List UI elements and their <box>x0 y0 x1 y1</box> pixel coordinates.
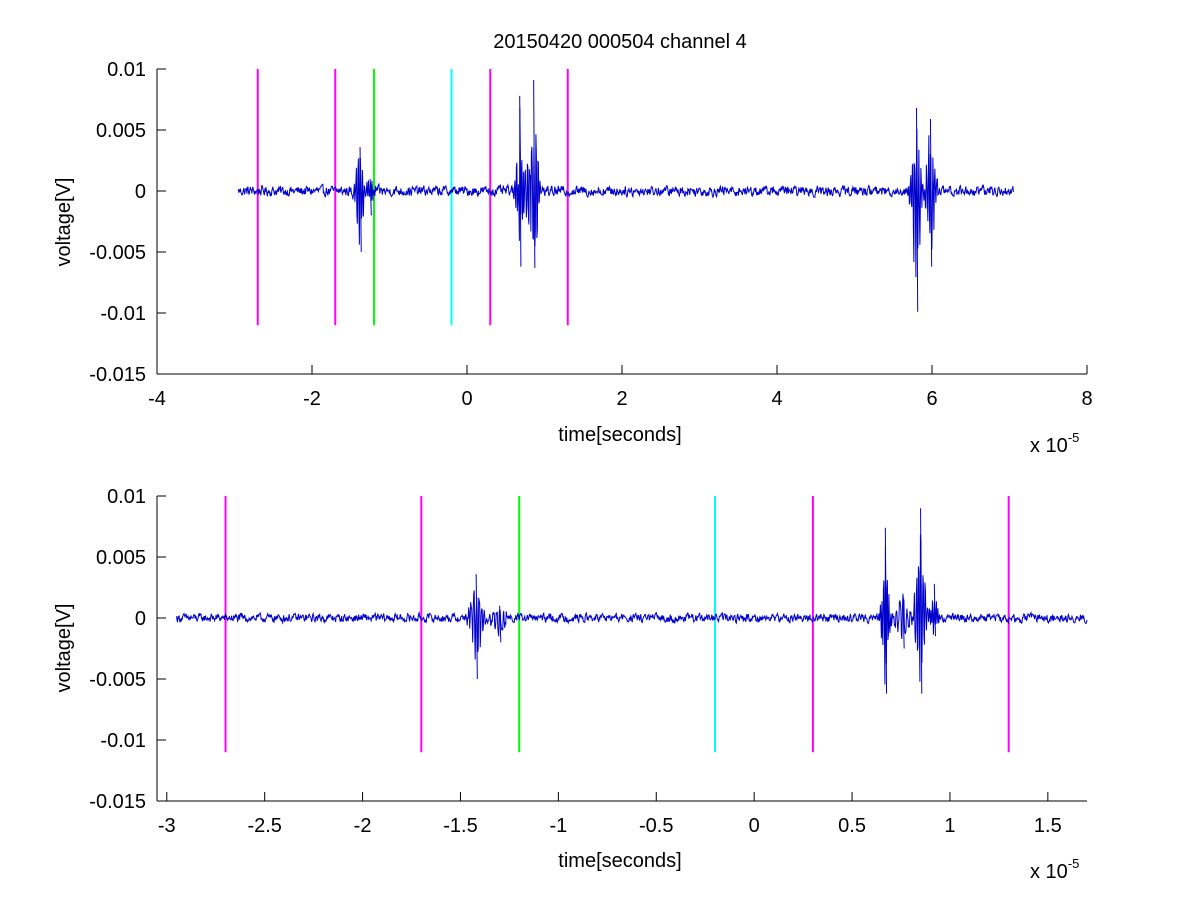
top-x-exponent-label: x 10-5 <box>1030 430 1079 457</box>
bottom-y-tick-label: 0.01 <box>107 486 146 508</box>
bottom-signal-spike <box>920 508 923 694</box>
top-y-tick-label: -0.015 <box>89 364 146 386</box>
bottom-x-tick-label: -3 <box>158 815 176 837</box>
bottom-signal-spike <box>884 527 888 694</box>
top-y-tick-label: -0.01 <box>100 303 146 325</box>
bottom-y-tick-label: -0.005 <box>89 669 146 691</box>
top-x-axis-label: time[seconds] <box>558 424 681 446</box>
top-x-tick-label: -4 <box>148 388 166 410</box>
top-x-tick-label: 0 <box>461 388 472 410</box>
bottom-x-tick-label: -2.5 <box>247 815 281 837</box>
bottom-x-tick-label: -2 <box>354 815 372 837</box>
bottom-x-axis-label: time[seconds] <box>558 850 681 872</box>
top-signal-spike <box>929 119 933 267</box>
top-signal-trace <box>237 107 1014 278</box>
bottom-signal-spike <box>499 605 502 643</box>
bottom-y-tick-label: -0.015 <box>89 791 146 813</box>
top-x-tick-label: 2 <box>616 388 627 410</box>
bottom-y-axis-label: voltage[V] <box>53 604 75 693</box>
top-y-tick-label: 0.005 <box>96 120 146 142</box>
bottom-x-tick-label: 1 <box>944 815 955 837</box>
bottom-x-tick-label: -1.5 <box>443 815 477 837</box>
top-signal-spike <box>526 166 530 222</box>
top-x-tick-label: 8 <box>1081 388 1092 410</box>
top-x-tick-label: -2 <box>303 388 321 410</box>
top-x-exponent-base: x 10 <box>1030 435 1068 457</box>
bottom-plot-axes: 0.01 0.005 0 -0.005 -0.01 -0.015 -3 -2.5 -2 -1.5 -… <box>89 486 1088 837</box>
bottom-signal-spike <box>902 593 905 649</box>
bottom-xlabel-group: time[seconds] x 10-5 <box>558 850 1079 883</box>
top-y-axis-label: voltage[V] <box>53 178 75 267</box>
bottom-x-exponent-power: -5 <box>1068 856 1080 871</box>
bottom-y-tick-label: -0.01 <box>100 730 146 752</box>
top-y-tick-label: -0.005 <box>89 242 146 264</box>
bottom-x-exponent-label: x 10-5 <box>1030 856 1079 883</box>
top-y-tick-label: 0.01 <box>107 59 146 81</box>
top-y-tick-label: 0 <box>135 181 146 203</box>
bottom-x-tick-label: 0.5 <box>838 815 866 837</box>
bottom-y-tick-label: 0 <box>135 608 146 630</box>
bottom-y-tick-label: 0.005 <box>96 547 146 569</box>
top-signal-spike <box>369 178 372 216</box>
bottom-signal-trace <box>176 534 1088 685</box>
bottom-signal-spike <box>475 574 478 680</box>
bottom-signal-spike <box>933 583 936 637</box>
bottom-x-exponent-base: x 10 <box>1030 861 1068 883</box>
top-signal-spike <box>533 79 536 268</box>
top-x-exponent-power: -5 <box>1068 430 1080 445</box>
top-plot-axes: 0.01 0.005 0 -0.005 -0.01 -0.015-4 -2 0 2 4 6 8 <box>89 59 1092 410</box>
bottom-x-tick-label: 0 <box>749 815 760 837</box>
bottom-x-tick-label: 1.5 <box>1034 815 1062 837</box>
top-x-tick-label: 4 <box>771 388 782 410</box>
chart-title: 20150420 000504 channel 4 <box>493 31 747 53</box>
bottom-x-tick-label: -0.5 <box>639 815 673 837</box>
top-signal-spike <box>916 108 919 312</box>
top-signal-spike <box>519 95 522 267</box>
top-x-tick-label: 6 <box>926 388 937 410</box>
top-xlabel-group: time[seconds] x 10-5 <box>558 424 1079 457</box>
bottom-x-tick-label: -1 <box>549 815 567 837</box>
top-signal-spike <box>359 147 362 253</box>
